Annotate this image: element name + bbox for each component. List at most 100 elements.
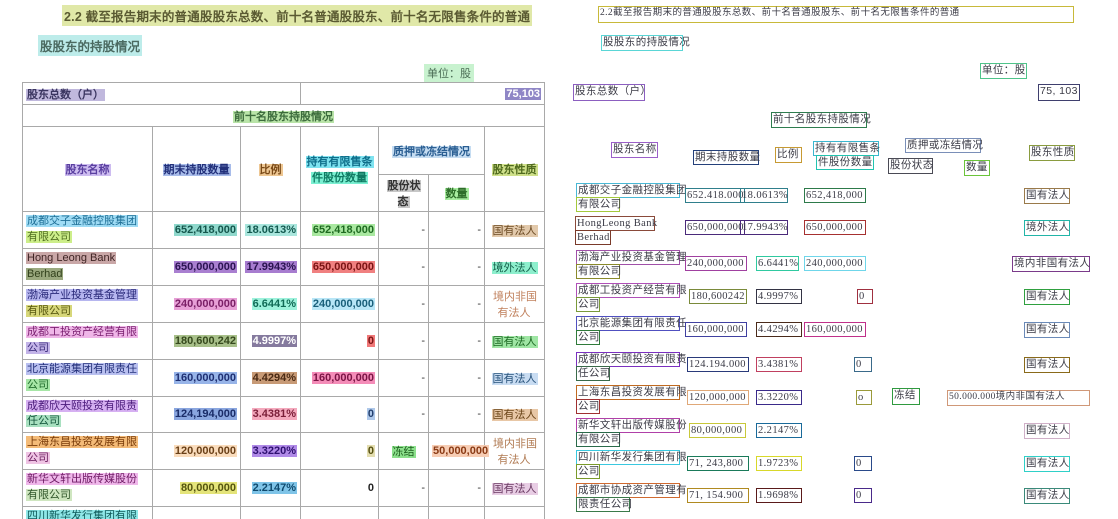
ocr-text-box: o [856, 390, 872, 405]
ocr-text-box: 渤海产业投资基金管理 [576, 250, 687, 265]
restricted-shares-cell: 0 [300, 432, 380, 471]
ratio-cell: 4.9997% [239, 321, 302, 360]
share-status-cell: - [378, 321, 430, 360]
ocr-text-box: 80,000,000 [689, 423, 746, 438]
shareholder-name-line2: Berhad [26, 267, 64, 280]
header-name-cell: 股东名称 [22, 126, 153, 212]
share-status-cell: 冻结 [378, 432, 430, 471]
shareholder-name-cell: 成都交子金融控股集团 有限公司 [22, 211, 153, 249]
shareholder-name-line2: 有限公司 [26, 230, 72, 243]
ocr-text-box: 前十名股东持股情况 [771, 112, 871, 128]
shares-end-cell: 124,194,000 [152, 395, 241, 434]
ocr-text-box: 质押或冻结情况 [905, 138, 984, 153]
ocr-text-box: 冻结 [892, 388, 920, 405]
shareholder-name-line2: 任公司 [26, 415, 61, 428]
restricted-shares-cell: 652,418,000 [300, 211, 380, 249]
ocr-text-box: 期末持股数量 [693, 150, 761, 165]
shareholder-name-cell: Hong Leong Bank Berhad [22, 247, 153, 286]
shareholder-name-line2: 公司 [26, 378, 50, 391]
ocr-text-box: 71, 154.900 [687, 488, 749, 503]
ocr-text-box: 上海东昌投资发展有限 [576, 385, 687, 400]
header-restricted-cell: 持有有限售条 件股份数量 [300, 126, 380, 212]
ocr-text-box: 650,000,000 [804, 220, 866, 235]
ocr-text-box: 持有有限售条 [813, 141, 881, 156]
pledge-quantity-cell: - [428, 211, 486, 249]
share-status-cell: - [378, 211, 430, 249]
ocr-text-box: 北京能源集团有限责任 [576, 316, 687, 331]
ocr-text-box: 任公司 [576, 366, 611, 381]
shareholder-name-line1: 北京能源集团有限责任 [26, 362, 138, 375]
header-pledge-group: 质押或冻结情况 [392, 145, 472, 158]
share-status-cell: - [378, 358, 430, 397]
restricted-shares-cell: 0 [300, 395, 380, 434]
table-row: 成都工投资产经营有限 公司 180,600,242 4.9997% 0- - 国有法人 [22, 321, 546, 360]
ocr-text-box: 境外法人 [1024, 220, 1070, 236]
ocr-text-box: 国有法人 [1024, 423, 1070, 439]
total-holders-value-cell: 75,103 [300, 82, 546, 105]
ocr-text-box: 1.9723% [756, 456, 802, 471]
ocr-text-box: 652,418,000 [804, 188, 866, 203]
restricted-shares-cell: 650,000,000 [300, 247, 380, 286]
original-document-panel: 2.2 截至报告期末的普通股股东总数、前十名普通股股东、前十名无限售条件的普通 … [21, 5, 546, 519]
shareholder-name-line1: 成都工投资产经营有限 [26, 325, 138, 338]
ocr-text-box: 0 [857, 289, 873, 304]
shares-end-cell: 240,000,000 [152, 284, 241, 323]
ocr-text-box: 成都工投资产经营有限 [576, 283, 687, 298]
ocr-text-box: 成都市协成资产管理有 [576, 483, 687, 498]
table-row: 渤海产业投资基金管理 有限公司 240,000,000 6.6441% 240,000,… [22, 284, 546, 323]
shares-end-cell: 650,000,000 [152, 247, 241, 286]
header-shares-cell: 期末持股数量 [152, 126, 241, 212]
section-caption: 前十名股东持股情况 [233, 110, 335, 123]
shares-end-cell: 160,000,000 [152, 358, 241, 397]
ocr-text-box: 4.4294% [756, 322, 802, 337]
ocr-text-box: 国有法人 [1024, 322, 1070, 338]
header-quantity: 数量 [444, 188, 469, 200]
ocr-text-box: 股东名称 [611, 142, 658, 158]
header-ratio-cell: 比例 [239, 126, 302, 212]
shareholder-name-line1: 成都交子金融控股集团 [26, 215, 138, 227]
ocr-text-box: 120,000,000 [687, 390, 749, 405]
ratio-cell: 4.4294% [239, 358, 302, 397]
shareholder-name-line1: Hong Leong Bank [26, 251, 117, 264]
header-shares-end: 期末持股数量 [162, 164, 231, 176]
ratio-cell: 1.9723% [239, 506, 302, 519]
ocr-boxes-panel: 2.2截至报告期末的普通股股东总数、前十名普通股股东、前十名无限售条件的普通 股股… [568, 0, 1118, 519]
ocr-text-box: 数量 [964, 160, 990, 176]
shareholder-name-line2: 有限公司 [26, 304, 72, 317]
ocr-text-box: 国有法人 [1024, 289, 1070, 305]
table-row: 成都欣天颐投资有限责 任公司 124,194,000 3.4381% 0- - 国有法人 [22, 395, 546, 434]
ocr-text-box: 成都交子金融控股集团 [576, 183, 687, 198]
ocr-text-box: 17.9943% [740, 220, 789, 235]
ocr-text-box: 650,000,000 [685, 220, 745, 235]
header-restricted-line1: 持有有限售条 [305, 156, 374, 168]
shares-end-cell: 120,000,000 [152, 432, 241, 471]
shareholder-name-line1: 新华文轩出版传媒股份 [26, 473, 138, 486]
restricted-shares-cell: 240,000,000 [300, 284, 380, 323]
ocr-text-box: 四川新华发行集团有限 [576, 450, 687, 465]
header-holder-type-cell: 股东性质 [484, 126, 546, 212]
shareholder-name-cell: 新华文轩出版传媒股份 有限公司 [22, 469, 153, 508]
ocr-text-box: 0 [854, 488, 872, 503]
pledge-quantity-cell: - [428, 284, 486, 323]
holder-type-cell: 境内非国有法人 [484, 284, 546, 323]
header-name: 股东名称 [64, 164, 111, 176]
table-header-row: 股东名称 期末持股数量 比例 持有有限售条 件股份数量 质押或冻结情况 [22, 126, 546, 212]
shares-end-cell: 71,243,800 [152, 506, 241, 519]
shareholder-name-line1: 成都欣天颐投资有限责 [26, 399, 138, 412]
shareholder-name-line2: 公司 [26, 452, 50, 465]
header-holder-type: 股东性质 [491, 164, 538, 176]
ocr-text-box: 单位：股 [980, 63, 1027, 79]
holder-type-cell: 国有法人 [484, 321, 546, 360]
ocr-text-box: 2.2截至报告期末的普通股股东总数、前十名普通股股东、前十名无限售条件的普通 [598, 6, 1074, 23]
shareholders-table-body: 成都交子金融控股集团 有限公司 652,418,000 18.0613% 652,418… [22, 211, 546, 519]
share-status-cell: - [378, 247, 430, 286]
pledge-quantity-cell: - [428, 506, 486, 519]
holder-type-cell: 国有法人 [484, 506, 546, 519]
table-row: Hong Leong Bank Berhad 650,000,000 17.9943%… [22, 247, 546, 286]
header-ratio: 比例 [258, 164, 283, 176]
ocr-text-box: 18.0613% [740, 188, 789, 203]
header-share-status-cell: 股份状态 [378, 174, 430, 212]
table-subheader-row: 股份状态 数量 [23, 174, 545, 212]
ocr-text-box: 股股东的持股情况 [601, 35, 690, 51]
shares-end-cell: 180,600,242 [152, 321, 241, 360]
